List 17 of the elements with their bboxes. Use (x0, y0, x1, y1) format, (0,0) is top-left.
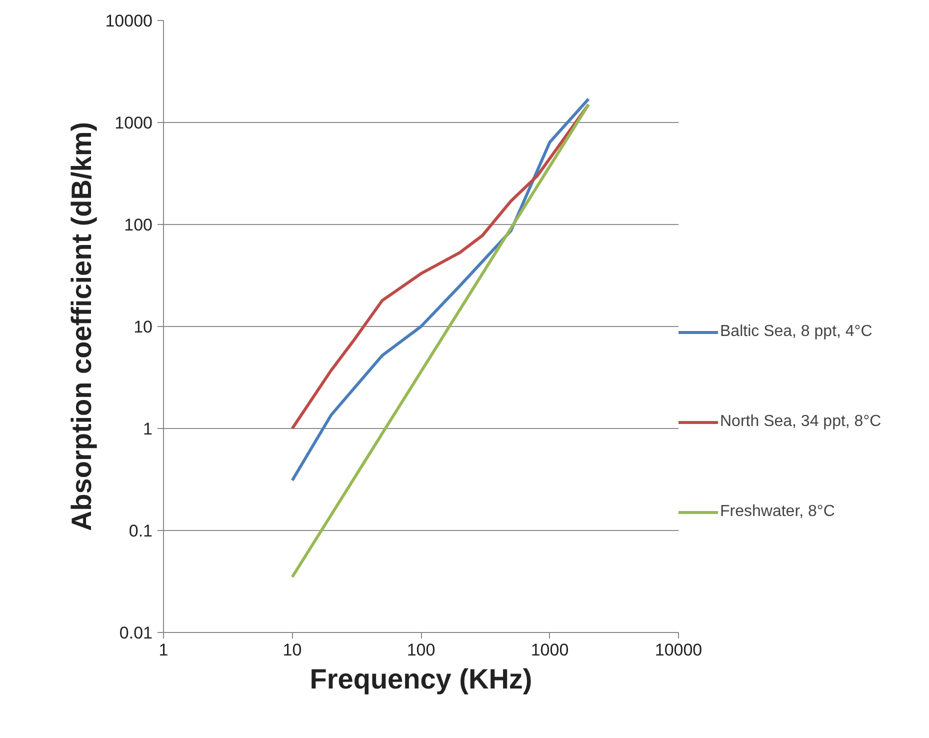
y-axis-title: Absorption coefficient (dB/km) (66, 122, 98, 532)
y-tick-label: 1000 (114, 114, 153, 132)
y-tick-label: 10 (134, 318, 153, 336)
y-tick-label: 0.1 (128, 522, 153, 540)
x-tick-label: 10000 (654, 640, 702, 660)
x-tick-label: 100 (406, 640, 436, 660)
legend-label: Freshwater, 8°C (720, 503, 835, 521)
x-tick-label: 1 (158, 640, 168, 660)
legend-label: Baltic Sea, 8 ppt, 4°C (720, 323, 872, 341)
x-tick-label: 10 (282, 640, 302, 660)
y-tick-label: 10000 (105, 12, 153, 30)
legend-label: North Sea, 34 ppt, 8°C (720, 413, 882, 431)
y-tick-label: 1 (143, 420, 153, 438)
y-tick-label: 0.01 (119, 624, 153, 642)
y-tick-label: 100 (124, 216, 153, 234)
x-tick-label: 1000 (530, 640, 569, 660)
x-axis-title: Frequency (KHz) (310, 664, 532, 694)
